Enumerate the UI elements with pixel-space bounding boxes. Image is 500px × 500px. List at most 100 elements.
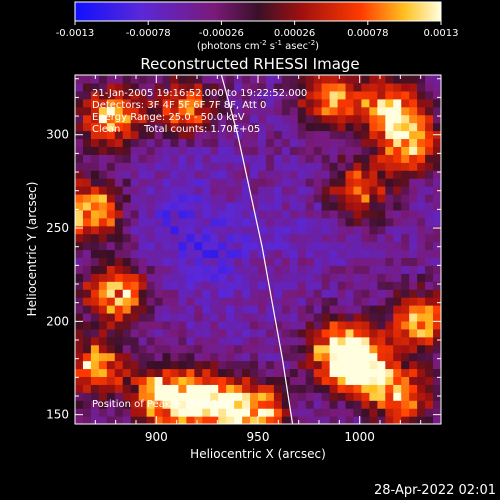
heatmap-cell	[194, 320, 203, 330]
heatmap-cell	[425, 400, 434, 409]
heatmap-cell	[321, 368, 331, 378]
heatmap-cell	[202, 186, 211, 195]
heatmap-cell	[154, 217, 164, 227]
heatmap-cell	[273, 209, 283, 219]
heatmap-cell	[353, 257, 363, 266]
heatmap-cell	[313, 106, 323, 116]
heatmap-cell	[90, 368, 100, 378]
colorbar-tick-label: -0.00078	[126, 28, 171, 39]
heatmap-cell	[242, 344, 251, 354]
heatmap-cell	[114, 122, 124, 132]
heatmap-cell	[321, 193, 331, 203]
heatmap-cell	[265, 154, 275, 163]
heatmap-cell	[194, 75, 203, 84]
heatmap-cell	[202, 305, 211, 314]
heatmap-cell	[154, 273, 164, 282]
heatmap-cell	[393, 265, 402, 274]
heatmap-cell	[265, 106, 275, 116]
heatmap-cell	[361, 368, 370, 378]
heatmap-cell	[178, 265, 187, 274]
heatmap-cell	[385, 352, 394, 362]
heatmap-cell	[90, 392, 100, 401]
heatmap-cell	[178, 233, 187, 243]
heatmap-cell	[417, 336, 426, 346]
heatmap-cell	[401, 305, 410, 314]
heatmap-cell	[385, 178, 394, 187]
heatmap-cell	[393, 186, 402, 195]
heatmap-cell	[75, 265, 84, 274]
heatmap-cell	[417, 170, 426, 179]
heatmap-cell	[146, 106, 156, 116]
heatmap-cell	[210, 225, 219, 235]
heatmap-cell	[433, 217, 441, 227]
heatmap-cell	[154, 193, 164, 203]
heatmap-cell	[178, 201, 187, 211]
heatmap-cell	[393, 106, 402, 116]
heatmap-cell	[321, 170, 331, 179]
heatmap-cell	[305, 400, 315, 409]
heatmap-cell	[297, 154, 307, 163]
heatmap-cell	[194, 265, 203, 274]
heatmap-cell	[194, 186, 203, 195]
heatmap-cell	[138, 336, 148, 346]
heatmap-cell	[154, 376, 164, 385]
heatmap-cell	[130, 114, 140, 124]
heatmap-cell	[345, 376, 355, 385]
heatmap-cell	[369, 400, 378, 409]
heatmap-cell	[409, 90, 418, 100]
heatmap-cell	[313, 336, 323, 346]
heatmap-cell	[210, 146, 219, 155]
heatmap-cell	[345, 273, 355, 282]
heatmap-cell	[242, 193, 251, 203]
heatmap-cell	[329, 360, 339, 370]
heatmap-cell	[305, 106, 315, 116]
heatmap-cell	[337, 225, 347, 235]
heatmap-cell	[202, 265, 211, 274]
heatmap-cell	[122, 360, 132, 370]
heatmap-cell	[258, 352, 267, 362]
heatmap-cell	[433, 392, 441, 401]
heatmap-cell	[130, 281, 140, 290]
heatmap-cell	[297, 297, 307, 306]
heatmap-cell	[162, 273, 172, 282]
heatmap-cell	[218, 114, 227, 124]
heatmap-cell	[385, 146, 394, 155]
heatmap-cell	[250, 273, 259, 282]
heatmap-cell	[289, 154, 299, 163]
heatmap-cell	[218, 138, 227, 147]
heatmap-cell	[146, 376, 156, 385]
heatmap-cell	[353, 209, 363, 219]
heatmap-cell	[130, 328, 140, 338]
heatmap-cell	[210, 289, 219, 298]
heatmap-cell	[162, 225, 172, 235]
heatmap-cell	[98, 201, 108, 211]
heatmap-cell	[425, 178, 434, 187]
heatmap-cell	[82, 416, 92, 424]
heatmap-cell	[401, 384, 410, 393]
heatmap-cell	[146, 297, 156, 306]
heatmap-cell	[265, 297, 275, 306]
heatmap-cell	[289, 400, 299, 409]
heatmap-cell	[337, 201, 347, 211]
heatmap-cell	[194, 201, 203, 211]
heatmap-cell	[210, 416, 219, 424]
heatmap-cell	[178, 130, 187, 140]
heatmap-cell	[250, 98, 259, 108]
heatmap-cell	[154, 312, 164, 322]
heatmap-cell	[281, 257, 291, 266]
heatmap-cell	[273, 320, 283, 330]
heatmap-cell	[226, 312, 235, 322]
heatmap-cell	[409, 122, 418, 132]
heatmap-cell	[242, 114, 251, 124]
heatmap-cell	[106, 257, 116, 266]
heatmap-cell	[361, 138, 370, 147]
heatmap-cell	[234, 297, 243, 306]
heatmap-cell	[289, 328, 299, 338]
heatmap-cell	[250, 328, 259, 338]
heatmap-cell	[345, 281, 355, 290]
heatmap-cell	[122, 122, 132, 132]
heatmap-cell	[114, 90, 124, 100]
heatmap-cell	[122, 249, 132, 259]
heatmap-cell	[75, 98, 84, 108]
heatmap-cell	[273, 233, 283, 243]
